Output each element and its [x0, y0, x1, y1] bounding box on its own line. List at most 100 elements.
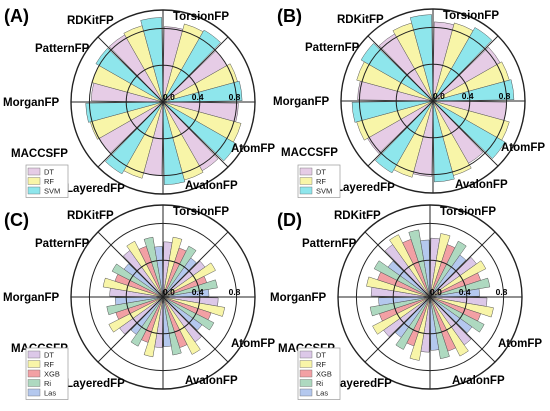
spoke: [162, 231, 229, 298]
bar-las-rdkitfp: [162, 289, 210, 298]
spoke: [162, 101, 229, 168]
spoke: [97, 101, 164, 168]
legend-label-rf: RF: [44, 177, 54, 186]
category-label-avalonfp: AvalonFP: [185, 180, 238, 192]
panel-letter: (B): [277, 6, 302, 26]
radial-tick-label: 0.0: [163, 287, 175, 297]
bar-las-morganfp: [429, 296, 440, 351]
category-label-rdkitfp: RDKitFP: [67, 210, 114, 222]
radial-tick-label: 0.0: [430, 287, 442, 297]
bar-ri-rdkitfp: [162, 279, 218, 298]
legend-label-dt: DT: [44, 350, 54, 359]
spoke: [432, 35, 499, 102]
bar-rf-layeredfp: [372, 296, 431, 335]
bar-svm-layeredfp: [85, 101, 164, 123]
bar-rf-layeredfp: [108, 296, 164, 333]
category-label-layeredfp: LayeredFP: [66, 183, 125, 195]
category-label-patternfp: PatternFP: [35, 43, 90, 55]
bar-ri-atomfp: [408, 229, 431, 298]
spoke: [432, 100, 499, 167]
category-label-rdkitfp: RDKitFP: [334, 210, 381, 222]
radial-tick-label: 0.4: [462, 91, 474, 101]
category-label-morganfp: MorganFP: [273, 96, 330, 108]
spoke: [367, 35, 434, 102]
bar-las-torsionfp: [429, 254, 467, 298]
legend-label-ri: Ri: [316, 379, 323, 388]
legend-label-las: Las: [316, 388, 328, 397]
legend-swatch-xgb: [299, 369, 313, 378]
radial-tick-label: 0.4: [192, 287, 204, 297]
bar-svm-morganfp: [162, 101, 186, 186]
bar-ri-layeredfp: [106, 296, 164, 316]
category-label-maccsfp: MACCSFP: [281, 147, 338, 159]
bar-las-torsionfp: [162, 257, 197, 298]
bar-svm-torsionfp: [432, 27, 493, 102]
panel-letter: (A): [4, 6, 29, 26]
bar-svm-avalonfp: [95, 47, 164, 103]
legend-swatch-dt: [27, 350, 41, 359]
bar-svm-patternfp: [432, 100, 506, 159]
category-label-avalonfp: AvalonFP: [452, 375, 505, 387]
bar-las-atomfp: [420, 239, 431, 298]
legend-label-dt: DT: [316, 167, 326, 176]
legend-swatch-svm: [27, 186, 41, 195]
bar-ri-torsionfp: [429, 240, 467, 298]
spoke: [162, 296, 229, 363]
bar-svm-rdkitfp: [432, 79, 515, 102]
bar-svm-atomfp: [409, 14, 434, 102]
bar-ri-avalonfp: [373, 260, 431, 298]
bar-las-maccsfp: [395, 296, 431, 338]
bar-ri-maccsfp: [395, 296, 431, 350]
category-label-torsionfp: TorsionFP: [173, 11, 229, 23]
panel-letter: (C): [4, 210, 29, 230]
legend-swatch-rf: [299, 360, 313, 368]
radial-tick-label: 0.4: [459, 287, 471, 297]
legend-swatch-dt: [27, 167, 41, 176]
bar-ri-maccsfp: [130, 296, 164, 347]
bar-svm-torsionfp: [162, 29, 221, 103]
bar-ri-atomfp: [143, 236, 164, 298]
legend-swatch-rf: [27, 177, 41, 185]
category-label-atomfp: AtomFP: [231, 143, 275, 155]
legend-swatch-ri: [27, 379, 41, 387]
legend-label-dt: DT: [44, 167, 54, 176]
legend-label-las: Las: [44, 388, 56, 397]
spoke: [364, 231, 431, 298]
category-label-patternfp: PatternFP: [305, 42, 360, 54]
bar-las-patternfp: [429, 296, 473, 334]
bar-svm-maccsfp: [375, 100, 434, 174]
legend-label-ri: Ri: [44, 379, 51, 388]
category-label-rdkitfp: RDKitFP: [337, 14, 384, 26]
legend-swatch-dt: [299, 167, 313, 176]
bar-ri-avalonfp: [111, 263, 164, 298]
category-label-torsionfp: TorsionFP: [173, 206, 229, 218]
bar-ri-patternfp: [162, 296, 215, 331]
spoke: [367, 100, 434, 167]
category-label-morganfp: MorganFP: [3, 97, 60, 109]
bar-svm-layeredfp: [351, 100, 434, 123]
bar-las-layeredfp: [378, 296, 431, 306]
bar-ri-patternfp: [429, 296, 485, 333]
category-label-atomfp: AtomFP: [498, 338, 542, 350]
bar-las-rdkitfp: [429, 288, 480, 298]
spoke: [364, 296, 431, 363]
category-label-atomfp: AtomFP: [231, 338, 275, 350]
panel-b: (B) 0.0 0.4 0.8 TorsionFP RDKitFP PatternFP Mor…: [273, 6, 545, 198]
legend-label-rf: RF: [316, 360, 326, 369]
bar-rf-rdkitfp: [162, 262, 216, 298]
legend-swatch-las: [299, 388, 313, 397]
bar-svm-rdkitfp: [162, 80, 243, 103]
bar-las-avalonfp: [387, 260, 431, 298]
legend-swatch-rf: [299, 177, 313, 185]
category-label-patternfp: PatternFP: [302, 238, 357, 250]
bar-svm-patternfp: [162, 101, 237, 162]
category-label-avalonfp: AvalonFP: [185, 375, 238, 387]
radial-tick-label: 0.8: [496, 287, 508, 297]
spoke: [97, 231, 164, 298]
legend-label-rf: RF: [44, 360, 54, 369]
